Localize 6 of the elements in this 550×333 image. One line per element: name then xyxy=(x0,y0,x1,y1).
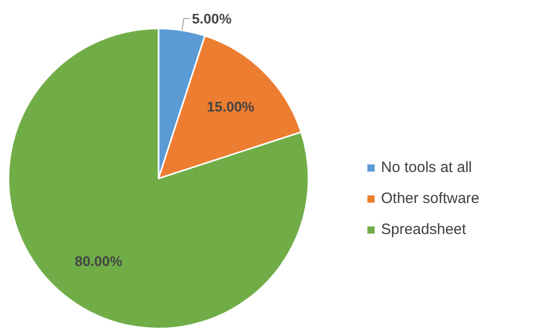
data-label: 15.00% xyxy=(206,98,255,114)
legend-label: No tools at all xyxy=(381,159,472,176)
data-label: 80.00% xyxy=(74,253,123,270)
legend-label: Other software xyxy=(381,190,480,207)
legend-label: Spreadsheet xyxy=(381,221,466,238)
data-label: 5.00% xyxy=(192,10,232,26)
